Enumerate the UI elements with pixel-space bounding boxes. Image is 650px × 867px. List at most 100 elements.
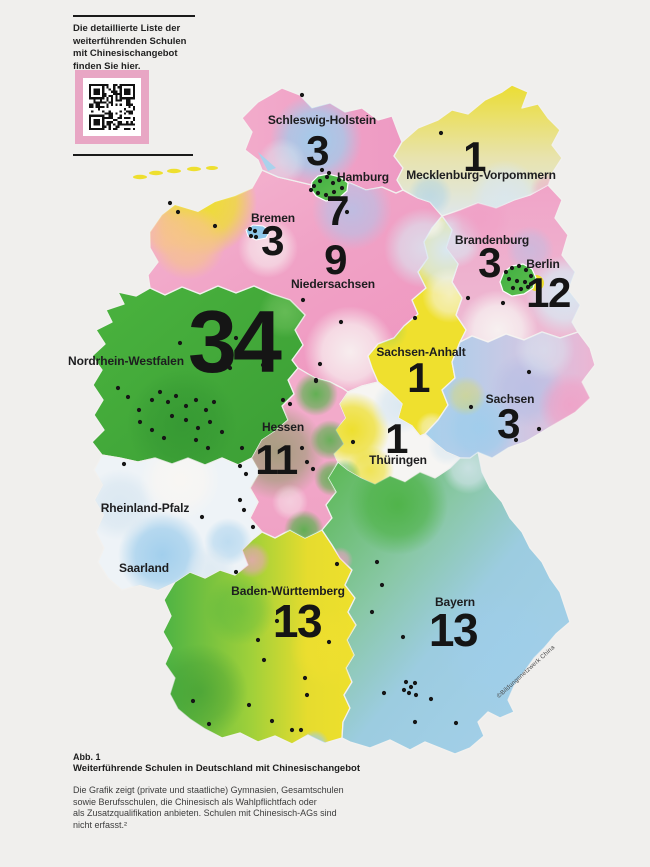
school-dot [401, 687, 407, 693]
school-dot [339, 185, 345, 191]
school-dot [406, 690, 412, 696]
school-dot [304, 459, 310, 465]
school-dot [299, 92, 305, 98]
school-dot [313, 378, 319, 384]
school-dot [167, 200, 173, 206]
school-dot [379, 582, 385, 588]
school-dot [509, 265, 515, 271]
school-dot [274, 618, 280, 624]
school-dot [173, 393, 179, 399]
school-dot [269, 718, 275, 724]
school-dot [324, 174, 330, 180]
school-dot [326, 170, 332, 176]
school-dot [136, 407, 142, 413]
school-dot [233, 569, 239, 575]
school-dot [412, 680, 418, 686]
school-dot [193, 397, 199, 403]
school-dot [525, 284, 531, 290]
school-dot [212, 223, 218, 229]
school-dot [211, 399, 217, 405]
school-dot [250, 524, 256, 530]
school-dot [304, 692, 310, 698]
school-dot [381, 690, 387, 696]
school-dot [125, 394, 131, 400]
school-dot [233, 335, 239, 341]
school-dot [516, 263, 522, 269]
elbe-river [258, 152, 276, 171]
school-dot [239, 445, 245, 451]
school-dot [468, 404, 474, 410]
school-dot [227, 365, 233, 371]
school-dot [330, 180, 336, 186]
school-dot [465, 295, 471, 301]
school-dot [334, 561, 340, 567]
school-dot [253, 234, 259, 240]
school-dot [161, 435, 167, 441]
school-dot [408, 684, 414, 690]
school-dot [261, 657, 267, 663]
school-dot [302, 675, 308, 681]
school-dot [298, 727, 304, 733]
figure-number: Abb. 1 [73, 752, 101, 762]
school-dot [219, 429, 225, 435]
school-dot [536, 426, 542, 432]
school-dot [241, 507, 247, 513]
school-dot [248, 233, 254, 239]
school-dot [503, 269, 509, 275]
school-dot [413, 692, 419, 698]
school-dot [428, 696, 434, 702]
figure-caption: Abb. 1 Weiterführende Schulen in Deutsch… [73, 752, 413, 831]
school-dot [311, 183, 317, 189]
school-dot [310, 466, 316, 472]
school-dot [514, 278, 520, 284]
school-dot [287, 401, 293, 407]
school-dot [400, 634, 406, 640]
school-dot [149, 427, 155, 433]
school-dot [299, 445, 305, 451]
school-dot [121, 461, 127, 467]
school-dot [207, 419, 213, 425]
school-dot [115, 385, 121, 391]
school-dot [195, 425, 201, 431]
school-dot [237, 463, 243, 469]
school-dot [412, 315, 418, 321]
school-dot [289, 727, 295, 733]
school-dot [237, 497, 243, 503]
school-dot [300, 297, 306, 303]
school-dot [506, 276, 512, 282]
info-box: Die detaillierte Liste der weiterführende… [73, 15, 213, 73]
school-dot [438, 130, 444, 136]
school-dot [308, 187, 314, 193]
figure-title: Weiterführende Schulen in Deutschland mi… [73, 763, 360, 774]
school-dot [336, 177, 342, 183]
school-dot [513, 437, 519, 443]
qr-code [75, 70, 149, 144]
school-dot [169, 413, 175, 419]
info-rule-top [73, 15, 195, 17]
school-dot [317, 178, 323, 184]
school-dot [199, 514, 205, 520]
school-dot [317, 361, 323, 367]
school-dot [206, 721, 212, 727]
figure-description: Die Grafik zeigt (private und staatliche… [73, 785, 344, 830]
school-dot [280, 397, 286, 403]
qr-modules [89, 84, 135, 130]
school-dot [369, 609, 375, 615]
school-dot [247, 226, 253, 232]
school-dot [526, 369, 532, 375]
school-dot [510, 285, 516, 291]
school-dot [183, 417, 189, 423]
school-dot [255, 637, 261, 643]
school-dot [252, 228, 258, 234]
school-dot [403, 679, 409, 685]
school-dot [412, 719, 418, 725]
school-dot [149, 397, 155, 403]
school-dot [319, 167, 325, 173]
school-dot [193, 437, 199, 443]
school-dot [528, 273, 534, 279]
school-dot [203, 407, 209, 413]
school-dot [175, 209, 181, 215]
school-dot [190, 698, 196, 704]
school-dot [453, 720, 459, 726]
school-dot [344, 209, 350, 215]
